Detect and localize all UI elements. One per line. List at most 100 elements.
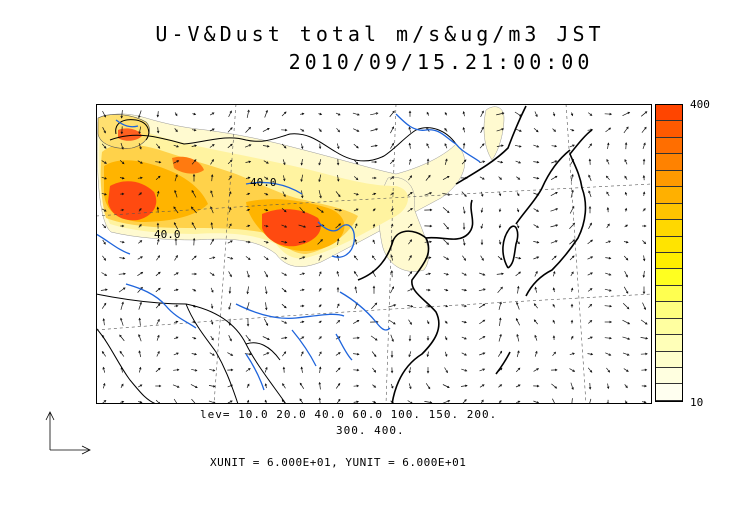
wind-arrowhead bbox=[588, 174, 591, 178]
wind-arrowhead bbox=[264, 383, 268, 386]
wind-arrowhead bbox=[211, 112, 215, 115]
wind-arrow bbox=[535, 287, 537, 293]
wind-arrowhead bbox=[608, 127, 612, 131]
wind-arrow bbox=[390, 286, 394, 294]
wind-arrowhead bbox=[482, 352, 486, 355]
wind-arrow bbox=[550, 175, 558, 181]
wind-arrowhead bbox=[625, 257, 629, 261]
wind-arrowhead bbox=[589, 222, 592, 226]
wind-arrow bbox=[642, 142, 646, 150]
wind-arrowhead bbox=[337, 179, 340, 182]
wind-arrowhead bbox=[356, 368, 360, 372]
wind-arrow bbox=[173, 272, 179, 276]
wind-arrowhead bbox=[391, 339, 394, 343]
wind-arrowhead bbox=[609, 112, 613, 116]
wind-arrowhead bbox=[265, 109, 268, 113]
wind-arrowhead bbox=[518, 256, 522, 260]
wind-arrowhead bbox=[500, 160, 504, 164]
wind-arrow bbox=[622, 111, 630, 117]
wind-arrowhead bbox=[571, 128, 575, 132]
wind-arrowhead bbox=[554, 175, 558, 179]
wind-arrowhead bbox=[390, 355, 394, 358]
wind-arrowhead bbox=[173, 206, 176, 209]
wind-arrow bbox=[353, 128, 359, 132]
wind-arrow bbox=[155, 367, 161, 373]
coastlines bbox=[357, 105, 593, 404]
wind-arrowhead bbox=[517, 350, 520, 353]
wind-arrow bbox=[533, 241, 539, 243]
wind-arrowhead bbox=[590, 336, 593, 339]
wind-arrowhead bbox=[554, 255, 557, 259]
wind-arrow bbox=[588, 143, 592, 149]
wind-arrowhead bbox=[139, 240, 143, 243]
wind-arrow bbox=[210, 335, 214, 341]
wind-arrow bbox=[550, 240, 558, 244]
wind-arrowhead bbox=[483, 288, 486, 291]
wind-arrowhead bbox=[535, 114, 538, 118]
wind-arrowhead bbox=[301, 351, 304, 354]
wind-arrowhead bbox=[230, 353, 234, 356]
wind-arrowhead bbox=[372, 285, 376, 289]
wind-arrowhead bbox=[265, 291, 268, 295]
wind-arrow bbox=[479, 143, 485, 149]
wind-arrowhead bbox=[175, 254, 178, 258]
wind-arrowhead bbox=[157, 350, 160, 354]
wind-arrow bbox=[605, 352, 611, 356]
wind-arrowhead bbox=[157, 303, 161, 306]
wind-arrowhead bbox=[498, 209, 502, 213]
map-title: U-V&Dust total m/s&ug/m3 JST bbox=[155, 22, 605, 46]
wind-arrowhead bbox=[410, 223, 413, 227]
wind-arrow bbox=[121, 110, 123, 118]
wind-arrowhead bbox=[426, 111, 429, 115]
wind-arrow bbox=[101, 160, 107, 164]
wind-arrow bbox=[281, 207, 287, 213]
wind-arrowhead bbox=[302, 272, 306, 275]
wind-arrowhead bbox=[176, 272, 179, 275]
wind-arrowhead bbox=[589, 319, 593, 323]
wind-arrow bbox=[604, 288, 612, 292]
colorbar-segment bbox=[656, 302, 682, 319]
wind-arrowhead bbox=[589, 288, 593, 291]
wind-arrowhead bbox=[517, 285, 520, 289]
wind-arrowhead bbox=[589, 143, 592, 146]
wind-arrow bbox=[587, 112, 593, 116]
wind-arrowhead bbox=[427, 321, 430, 325]
wind-arrow bbox=[101, 272, 107, 276]
wind-arrow bbox=[282, 159, 286, 165]
wind-arrowhead bbox=[140, 286, 143, 290]
wind-arrowhead bbox=[210, 174, 214, 177]
wind-arrowhead bbox=[299, 382, 303, 386]
wind-arrow bbox=[156, 255, 160, 261]
wind-arrowhead bbox=[356, 129, 360, 132]
wind-arrow bbox=[408, 383, 412, 389]
wind-arrowhead bbox=[464, 320, 467, 324]
wind-arrowhead bbox=[624, 159, 627, 162]
wind-arrowhead bbox=[446, 226, 449, 230]
wind-arrowhead bbox=[266, 161, 269, 164]
wind-arrow bbox=[427, 351, 429, 357]
wind-arrow bbox=[624, 159, 628, 165]
wind-arrow bbox=[298, 241, 306, 243]
wind-arrowhead bbox=[627, 337, 631, 340]
wind-arrow bbox=[409, 367, 411, 373]
wind-arrow bbox=[157, 127, 159, 133]
wind-arrowhead bbox=[283, 194, 286, 198]
wind-arrow bbox=[337, 238, 339, 246]
wind-arrowhead bbox=[194, 369, 198, 372]
wind-arrow bbox=[587, 353, 593, 355]
colorbar-segment bbox=[656, 170, 682, 188]
wind-arrowhead bbox=[103, 146, 107, 149]
wind-arrowhead bbox=[554, 368, 558, 372]
colorbar-segment bbox=[656, 187, 682, 204]
wind-arrowhead bbox=[410, 207, 413, 211]
wind-arrowhead bbox=[211, 158, 214, 162]
wind-arrow bbox=[156, 335, 160, 341]
wind-arrow bbox=[569, 255, 575, 261]
wind-arrow bbox=[370, 112, 378, 116]
wind-arrowhead bbox=[463, 211, 466, 214]
wind-arrowhead bbox=[536, 209, 540, 212]
wind-arrow bbox=[245, 334, 251, 342]
wind-arrowhead bbox=[481, 399, 484, 403]
wind-arrowhead bbox=[606, 207, 610, 210]
wind-arrow bbox=[228, 302, 232, 310]
